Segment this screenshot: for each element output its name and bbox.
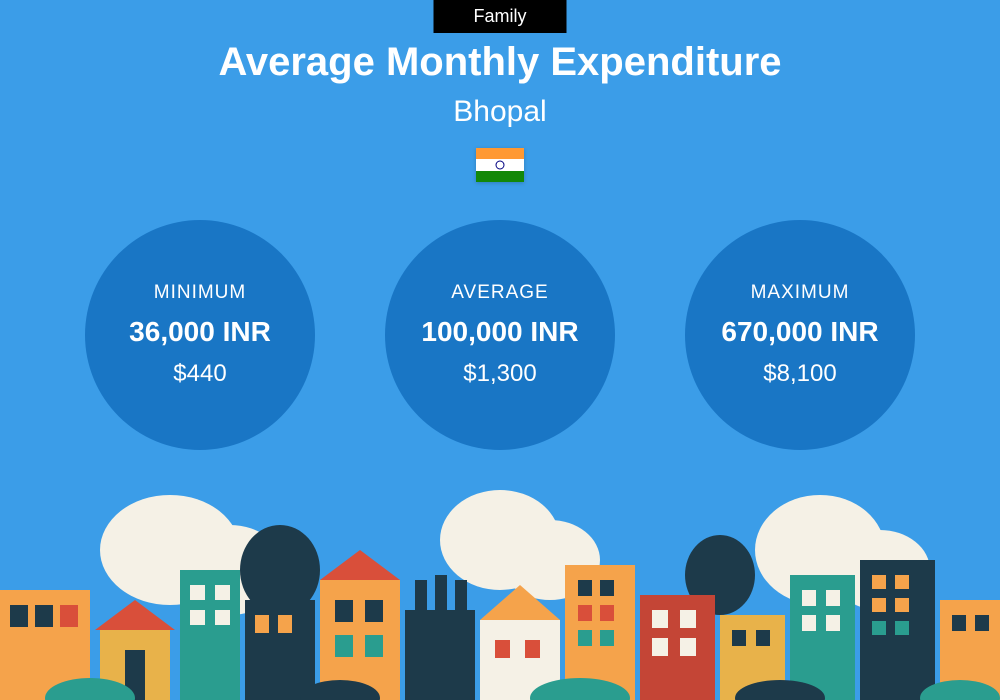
stat-label: MINIMUM <box>154 282 246 304</box>
stat-value-inr: 670,000 INR <box>721 316 878 348</box>
stat-circle-average: AVERAGE 100,000 INR $1,300 <box>385 220 615 450</box>
stat-value-usd: $440 <box>173 360 226 388</box>
city-subtitle: Bhopal <box>0 95 1000 129</box>
stat-value-usd: $1,300 <box>463 360 536 388</box>
stat-value-usd: $8,100 <box>763 360 836 388</box>
flag-stripe-top <box>476 148 524 159</box>
india-flag-icon <box>476 148 524 182</box>
stats-row: MINIMUM 36,000 INR $440 AVERAGE 100,000 … <box>0 220 1000 450</box>
flag-stripe-middle <box>476 159 524 170</box>
stat-value-inr: 36,000 INR <box>129 316 271 348</box>
flag-wheel-icon <box>496 160 505 169</box>
skyline-illustration <box>0 480 1000 700</box>
page-title: Average Monthly Expenditure <box>0 40 1000 85</box>
stat-circle-maximum: MAXIMUM 670,000 INR $8,100 <box>685 220 915 450</box>
stat-value-inr: 100,000 INR <box>421 316 578 348</box>
category-badge: Family <box>434 0 567 33</box>
stat-label: MAXIMUM <box>751 282 850 304</box>
flag-stripe-bottom <box>476 171 524 182</box>
stat-label: AVERAGE <box>451 282 548 304</box>
stat-circle-minimum: MINIMUM 36,000 INR $440 <box>85 220 315 450</box>
